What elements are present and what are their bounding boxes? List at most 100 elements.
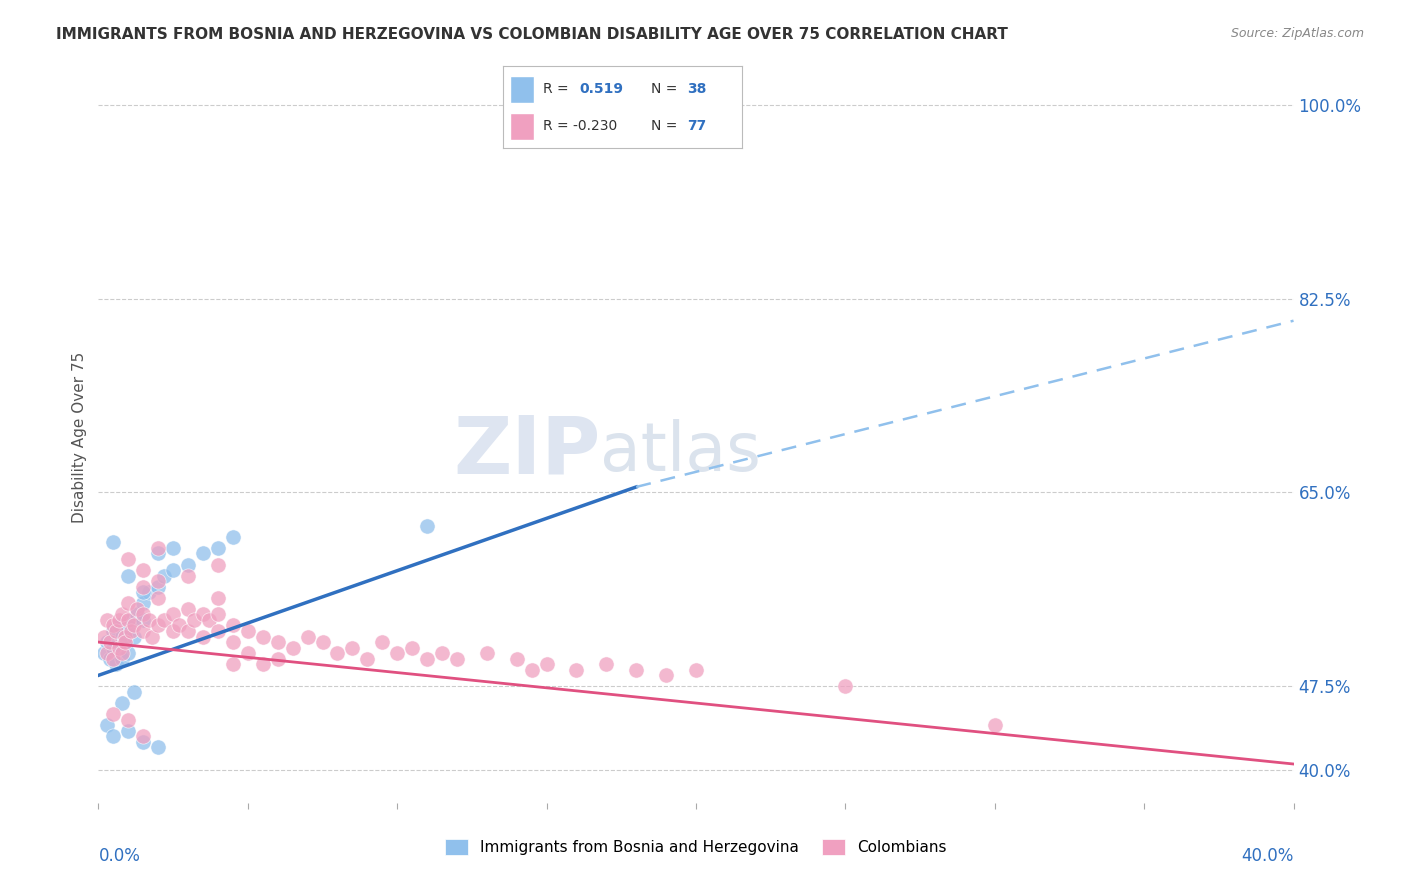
Point <box>153 613 176 627</box>
Point <box>124 618 146 632</box>
Point <box>111 651 134 665</box>
Point <box>267 651 290 665</box>
Point <box>446 651 468 665</box>
Point <box>385 646 409 660</box>
Point <box>984 718 1007 732</box>
Point <box>207 541 229 555</box>
Point <box>105 657 128 672</box>
Legend: Immigrants from Bosnia and Herzegovina, Colombians: Immigrants from Bosnia and Herzegovina, … <box>439 833 953 861</box>
Text: 0.0%: 0.0% <box>98 847 141 864</box>
Point <box>252 657 274 672</box>
Point <box>475 646 498 660</box>
Point <box>138 585 160 599</box>
Point <box>520 663 543 677</box>
Point <box>117 568 139 582</box>
Point <box>96 613 118 627</box>
Point <box>148 580 170 594</box>
FancyBboxPatch shape <box>510 76 534 103</box>
Point <box>98 635 122 649</box>
Point <box>236 624 259 638</box>
Point <box>127 607 149 622</box>
Point <box>834 680 856 694</box>
Text: IMMIGRANTS FROM BOSNIA AND HERZEGOVINA VS COLOMBIAN DISABILITY AGE OVER 75 CORRE: IMMIGRANTS FROM BOSNIA AND HERZEGOVINA V… <box>56 27 1008 42</box>
Point <box>93 646 115 660</box>
Point <box>430 646 453 660</box>
Point <box>191 630 214 644</box>
Point <box>371 635 394 649</box>
Point <box>183 613 205 627</box>
Point <box>222 530 245 544</box>
FancyBboxPatch shape <box>510 112 534 140</box>
Y-axis label: Disability Age Over 75: Disability Age Over 75 <box>72 351 87 523</box>
Point <box>162 563 184 577</box>
Point <box>198 613 221 627</box>
Point <box>177 568 200 582</box>
Text: N =: N = <box>651 119 678 133</box>
Text: 40.0%: 40.0% <box>1241 847 1294 864</box>
Point <box>655 668 678 682</box>
Point <box>177 624 200 638</box>
Point <box>96 718 118 732</box>
Point <box>132 624 155 638</box>
Point <box>103 618 125 632</box>
Text: R =: R = <box>543 82 569 96</box>
Point <box>506 651 529 665</box>
Point <box>148 618 170 632</box>
Point <box>595 657 617 672</box>
Point <box>565 663 588 677</box>
Point <box>167 618 190 632</box>
Point <box>141 630 163 644</box>
Point <box>117 713 139 727</box>
Point <box>177 602 200 616</box>
Point <box>96 635 118 649</box>
Point <box>356 651 378 665</box>
Point <box>124 630 146 644</box>
Point <box>207 624 229 638</box>
Point <box>626 663 648 677</box>
Point <box>685 663 707 677</box>
Point <box>207 607 229 622</box>
Point <box>177 558 200 572</box>
Point <box>162 541 184 555</box>
Point <box>124 685 146 699</box>
Point <box>311 635 333 649</box>
Point <box>132 735 155 749</box>
Point <box>132 613 155 627</box>
Point <box>111 696 134 710</box>
Point <box>153 568 176 582</box>
Point <box>132 580 155 594</box>
Point <box>103 729 125 743</box>
Point <box>138 613 160 627</box>
Point <box>162 607 184 622</box>
Text: 0.519: 0.519 <box>579 82 623 96</box>
Point <box>281 640 304 655</box>
Point <box>222 635 245 649</box>
Point <box>326 646 349 660</box>
Point <box>207 558 229 572</box>
Point <box>148 574 170 589</box>
Point <box>132 729 155 743</box>
Point <box>401 640 423 655</box>
Point <box>117 723 139 738</box>
Point <box>93 630 115 644</box>
Point <box>416 651 439 665</box>
Point <box>132 563 155 577</box>
Point <box>98 651 122 665</box>
Point <box>132 596 155 610</box>
Point <box>236 646 259 660</box>
Point <box>416 518 439 533</box>
Point <box>117 596 139 610</box>
Point <box>148 541 170 555</box>
Point <box>103 707 125 722</box>
Point <box>132 585 155 599</box>
Text: R = -0.230: R = -0.230 <box>543 119 617 133</box>
Point <box>132 607 155 622</box>
Point <box>117 613 139 627</box>
Point <box>103 651 125 665</box>
Point <box>103 640 125 655</box>
Point <box>114 635 136 649</box>
Point <box>222 657 245 672</box>
Point <box>148 591 170 605</box>
Point <box>267 635 290 649</box>
Point <box>111 630 134 644</box>
